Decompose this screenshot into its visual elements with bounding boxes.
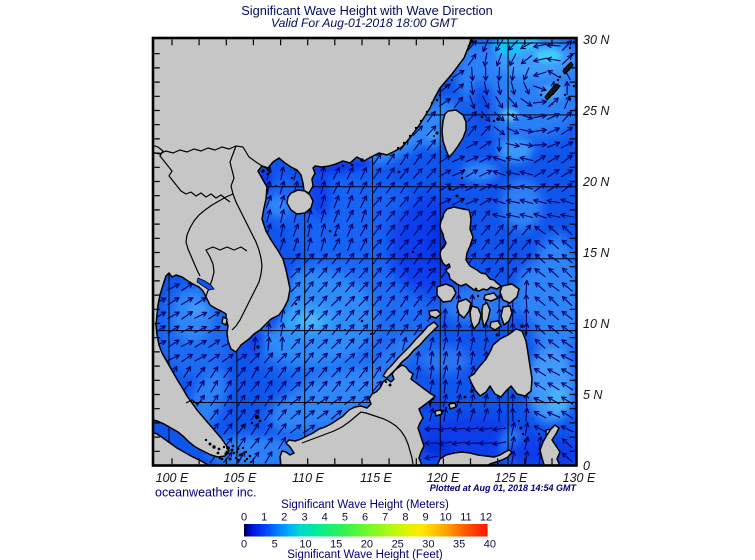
svg-text:5: 5	[272, 539, 278, 551]
svg-text:100 E: 100 E	[156, 471, 189, 485]
svg-text:40: 40	[484, 539, 496, 551]
svg-text:115 E: 115 E	[360, 471, 392, 485]
svg-text:4: 4	[322, 512, 328, 524]
svg-text:12: 12	[480, 512, 492, 524]
svg-text:Plotted at Aug 01, 2018 14:54: Plotted at Aug 01, 2018 14:54 GMT	[430, 483, 578, 493]
svg-text:7: 7	[382, 512, 388, 524]
svg-text:105 E: 105 E	[224, 471, 257, 485]
svg-text:20: 20	[361, 539, 373, 551]
svg-text:120 E: 120 E	[427, 471, 460, 485]
svg-text:10: 10	[299, 539, 311, 551]
svg-text:1: 1	[261, 512, 267, 524]
svg-text:20 N: 20 N	[582, 175, 610, 189]
svg-text:Significant Wave Height with W: Significant Wave Height with Wave Direct…	[241, 3, 493, 18]
svg-text:9: 9	[422, 512, 428, 524]
svg-text:15 N: 15 N	[583, 246, 610, 260]
svg-text:0: 0	[241, 539, 247, 551]
svg-text:10 N: 10 N	[583, 317, 610, 331]
svg-text:5: 5	[342, 512, 348, 524]
svg-text:2: 2	[281, 512, 287, 524]
svg-text:25: 25	[392, 539, 404, 551]
svg-text:30 N: 30 N	[583, 33, 610, 47]
svg-text:Valid For Aug-01-2018 18:00 GM: Valid For Aug-01-2018 18:00 GMT	[271, 16, 459, 30]
svg-text:8: 8	[402, 512, 408, 524]
svg-text:11: 11	[460, 512, 471, 524]
svg-text:3: 3	[301, 512, 307, 524]
svg-text:6: 6	[362, 512, 368, 524]
svg-text:125 E: 125 E	[495, 471, 528, 485]
svg-text:35: 35	[453, 539, 465, 551]
svg-text:0: 0	[241, 512, 247, 524]
svg-text:Significant Wave Height (Feet): Significant Wave Height (Feet)	[287, 549, 443, 560]
svg-text:Significant Wave Height (Meter: Significant Wave Height (Meters)	[281, 499, 449, 511]
svg-text:5 N: 5 N	[583, 388, 603, 402]
svg-text:30: 30	[422, 539, 434, 551]
svg-text:15: 15	[330, 539, 342, 551]
svg-text:25 N: 25 N	[582, 104, 610, 118]
svg-text:oceanweather inc.: oceanweather inc.	[155, 486, 256, 500]
svg-text:110 E: 110 E	[292, 471, 324, 485]
svg-text:0: 0	[583, 459, 590, 473]
svg-text:10: 10	[440, 512, 452, 524]
svg-text:130 E: 130 E	[563, 471, 596, 485]
